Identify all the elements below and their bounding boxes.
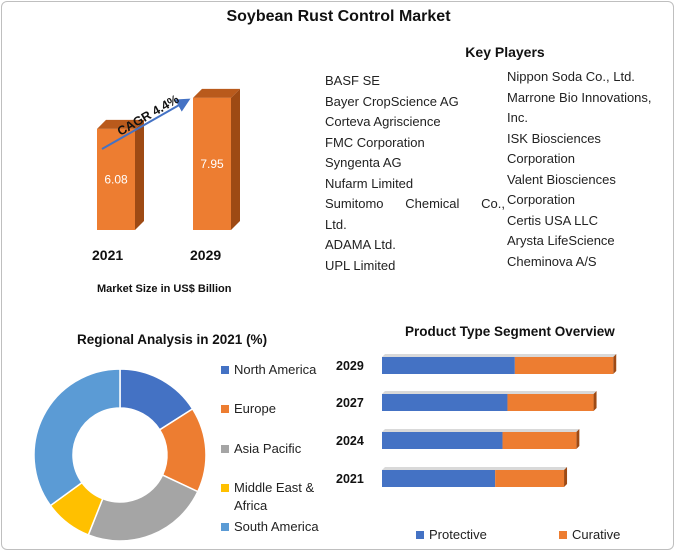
market-bar-2029: 7.95 xyxy=(193,88,240,230)
product-bar-protective-2027 xyxy=(382,394,508,411)
key-player-item: Marrone Bio Innovations, xyxy=(507,89,652,105)
product-bar-side-face xyxy=(564,467,568,487)
key-player-item: Arysta LifeScience xyxy=(507,233,615,248)
curative-label: Curative xyxy=(572,527,621,542)
regional-legend: North America Europe Asia Pacific Middle Ea… xyxy=(221,361,341,541)
protective-swatch xyxy=(416,531,424,539)
cagr-label: CAGR 4.4% xyxy=(115,92,182,139)
market-bar-value-label: 7.95 xyxy=(200,157,224,171)
market-bar-front xyxy=(97,128,135,230)
south-america-swatch xyxy=(221,523,229,531)
key-player-item: Corteva Agriscience xyxy=(325,114,441,129)
south-america-label: South America xyxy=(234,519,319,534)
regional-donut-chart xyxy=(33,368,207,542)
middle-east-africa-swatch xyxy=(221,484,229,492)
key-player-item: Cheminova A/S xyxy=(507,253,597,269)
key-players-left-column: BASF SE Bayer CropScience AG Corteva Agris… xyxy=(325,71,505,276)
key-player-item: Inc. xyxy=(507,110,528,125)
key-player-item: Bayer CropScience AG xyxy=(325,93,459,109)
page-title: Soybean Rust Control Market xyxy=(226,8,451,25)
middle-east-africa-label: Africa xyxy=(234,498,268,513)
product-bar-curative-2024 xyxy=(502,432,577,449)
europe-label: Europe xyxy=(234,401,276,416)
product-bar-top-face xyxy=(382,354,617,357)
product-type-year-label: 2021 xyxy=(336,472,364,486)
europe-swatch xyxy=(221,405,229,413)
market-bar-side xyxy=(135,119,144,230)
north-america-label: North America xyxy=(234,362,317,377)
key-player-item: ADAMA Ltd. xyxy=(325,237,396,252)
key-player-item: Certis USA LLC xyxy=(507,212,599,228)
north-america-swatch xyxy=(221,366,229,374)
product-type-year-label: 2027 xyxy=(336,396,364,410)
key-player-item: Syngenta AG xyxy=(325,155,402,170)
key-player-item: Nufarm Limited xyxy=(325,175,414,191)
market-bar-top xyxy=(193,88,240,98)
key-player-item: Sumitomo Chemical Co., xyxy=(325,196,505,211)
product-type-year-label: 2029 xyxy=(336,359,364,373)
product-bar-curative-2027 xyxy=(507,394,594,411)
product-type-year-label: 2024 xyxy=(336,434,364,448)
key-player-item: BASF SE xyxy=(325,73,380,88)
market-bar-top xyxy=(97,119,144,129)
market-year-2029: 2029 xyxy=(190,247,222,263)
key-player-item: Valent Biosciences xyxy=(507,171,616,187)
product-bar-side-face xyxy=(593,391,597,411)
product-bar-protective-2024 xyxy=(382,432,503,449)
market-bar-front xyxy=(193,97,231,230)
market-bar-2021: 6.08 xyxy=(97,119,144,230)
asia-pacific-label: Asia Pacific xyxy=(234,441,302,456)
market-bar-value-label: 6.08 xyxy=(104,172,128,186)
market-bar-side xyxy=(231,88,240,230)
key-player-item: Ltd. xyxy=(325,216,347,232)
donut-slice-asia-pacific xyxy=(87,474,199,542)
key-player-item: ISK Biosciences xyxy=(507,130,601,146)
key-player-item: Corporation xyxy=(507,151,575,166)
product-bar-side-face xyxy=(613,354,617,374)
product-type-legend: Protective Curative xyxy=(416,526,626,544)
donut-slice-south-america xyxy=(33,368,121,507)
market-size-caption: Market Size in US$ Billion xyxy=(97,283,232,295)
product-bar-protective-2029 xyxy=(382,357,515,374)
regional-title: Regional Analysis in 2021 (%) xyxy=(77,332,268,347)
protective-label: Protective xyxy=(429,527,487,542)
product-bar-protective-2021 xyxy=(382,470,496,487)
key-players-right-column: Nippon Soda Co., Ltd. Marrone Bio Innovat… xyxy=(507,67,672,272)
product-bar-curative-2021 xyxy=(495,470,565,487)
product-bar-curative-2029 xyxy=(514,357,614,374)
product-bar-top-face xyxy=(382,467,568,470)
product-type-chart: 2029 2027 2024 2021 xyxy=(336,354,617,487)
middle-east-africa-label: Middle East & xyxy=(234,480,315,495)
product-bar-top-face xyxy=(382,429,580,432)
curative-swatch xyxy=(559,531,567,539)
cagr-arrow xyxy=(101,98,191,150)
key-player-item: UPL Limited xyxy=(325,257,396,273)
product-bar-side-face xyxy=(576,429,580,449)
product-type-title: Product Type Segment Overview xyxy=(405,324,615,339)
key-player-item: Corporation xyxy=(507,192,575,207)
key-player-item: Nippon Soda Co., Ltd. xyxy=(507,69,635,84)
key-players-title: Key Players xyxy=(465,44,545,60)
key-player-item: FMC Corporation xyxy=(325,134,425,150)
asia-pacific-swatch xyxy=(221,445,229,453)
market-size-chart: 6.08 7.95 CAGR 4.4% xyxy=(97,88,240,230)
market-year-2021: 2021 xyxy=(92,247,124,263)
product-bar-top-face xyxy=(382,391,597,394)
